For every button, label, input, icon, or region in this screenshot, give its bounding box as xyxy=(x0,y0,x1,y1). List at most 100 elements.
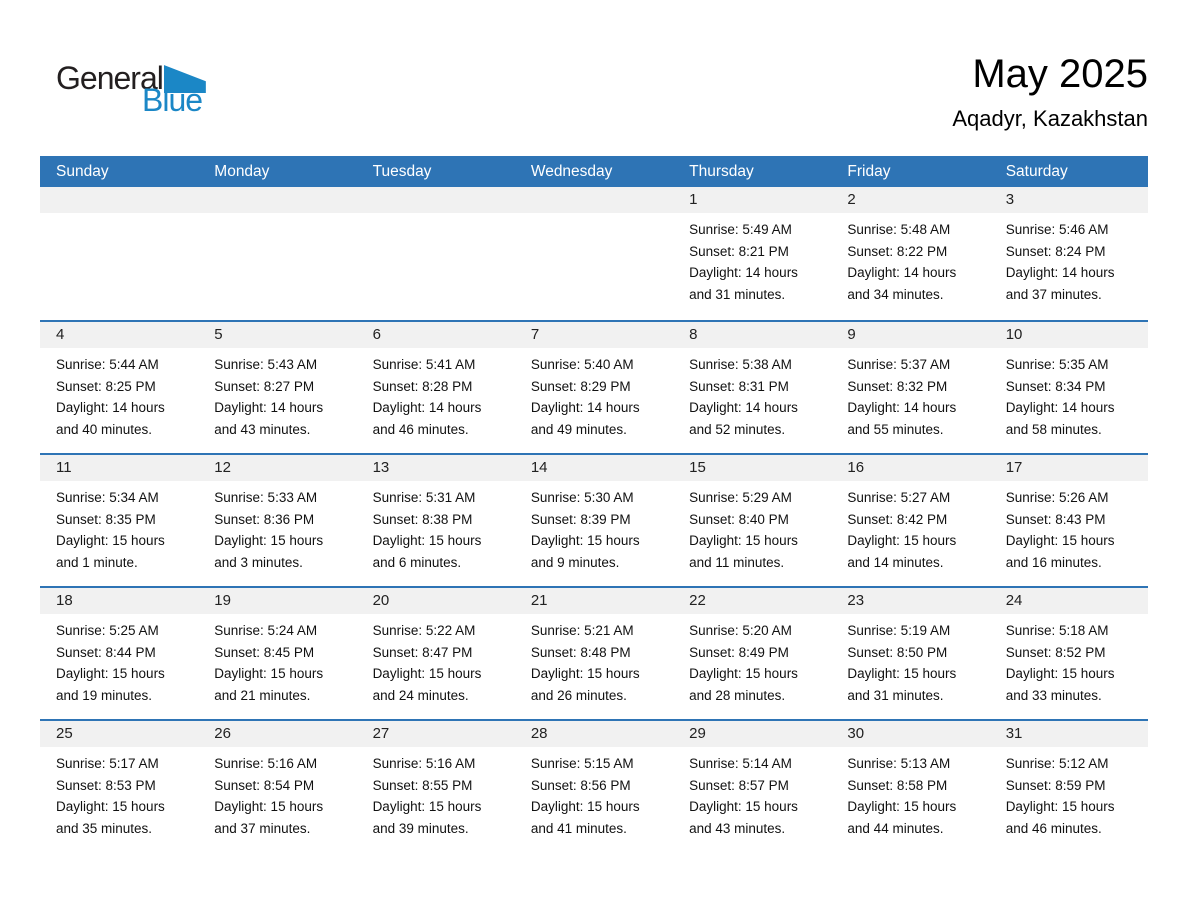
day-number: 1 xyxy=(673,187,832,213)
sunset-text: Sunset: 8:56 PM xyxy=(530,777,631,793)
day-number: 22 xyxy=(673,588,832,614)
daylight-text: Daylight: 15 hours and 31 minutes. xyxy=(847,666,957,703)
day-number: 15 xyxy=(673,455,832,481)
sunrise-text: Sunrise: 5:27 AM xyxy=(847,490,951,505)
calendar-day-cell: 13 Sunrise: 5:31 AM Sunset: 8:38 PM Dayl… xyxy=(356,455,515,586)
sunset-text: Sunset: 8:50 PM xyxy=(847,644,948,660)
calendar-week-row: 4 Sunrise: 5:44 AM Sunset: 8:25 PM Dayli… xyxy=(40,320,1148,453)
sunset-text: Sunset: 8:31 PM xyxy=(689,378,789,394)
sunrise-text: Sunrise: 5:40 AM xyxy=(530,357,634,372)
day-number xyxy=(514,187,674,213)
daylight-text: Daylight: 15 hours and 43 minutes. xyxy=(689,799,798,836)
sunrise-text: Sunrise: 5:12 AM xyxy=(1005,756,1109,771)
sunset-text: Sunset: 8:44 PM xyxy=(56,644,156,660)
sunset-text: Sunset: 8:58 PM xyxy=(847,777,948,793)
day-number: 17 xyxy=(989,455,1148,481)
calendar-day-cell: 12 Sunrise: 5:33 AM Sunset: 8:36 PM Dayl… xyxy=(198,455,357,586)
day-number: 27 xyxy=(356,721,515,747)
sunset-text: Sunset: 8:24 PM xyxy=(1005,243,1106,259)
day-number: 6 xyxy=(356,322,515,348)
page-title: May 2025 xyxy=(972,52,1148,96)
sunrise-text: Sunrise: 5:19 AM xyxy=(847,623,951,638)
sunset-text: Sunset: 8:55 PM xyxy=(372,777,473,793)
calendar-day-cell: 5 Sunrise: 5:43 AM Sunset: 8:27 PM Dayli… xyxy=(198,322,357,453)
calendar-day-cell: 14 Sunrise: 5:30 AM Sunset: 8:39 PM Dayl… xyxy=(514,455,674,586)
sunset-text: Sunset: 8:25 PM xyxy=(56,378,156,394)
calendar-grid: 1 Sunrise: 5:49 AM Sunset: 8:21 PM Dayli… xyxy=(40,187,1148,852)
sunset-text: Sunset: 8:59 PM xyxy=(1005,777,1106,793)
calendar-day-cell: 10 Sunrise: 5:35 AM Sunset: 8:34 PM Dayl… xyxy=(989,322,1148,453)
sunset-text: Sunset: 8:32 PM xyxy=(847,378,948,394)
day-number: 13 xyxy=(356,455,515,481)
calendar-week-row: 18 Sunrise: 5:25 AM Sunset: 8:44 PM Dayl… xyxy=(40,586,1148,719)
weekday-header-sunday: Sunday xyxy=(56,163,109,180)
calendar-week-row: 1 Sunrise: 5:49 AM Sunset: 8:21 PM Dayli… xyxy=(40,187,1148,320)
sunset-text: Sunset: 8:42 PM xyxy=(847,511,948,527)
sunset-text: Sunset: 8:43 PM xyxy=(1005,511,1106,527)
daylight-text: Daylight: 14 hours and 37 minutes. xyxy=(1005,265,1115,302)
calendar-day-cell: 19 Sunrise: 5:24 AM Sunset: 8:45 PM Dayl… xyxy=(198,588,357,719)
sunrise-text: Sunrise: 5:20 AM xyxy=(689,623,792,638)
sunrise-text: Sunrise: 5:13 AM xyxy=(847,756,951,771)
day-number: 11 xyxy=(40,455,199,481)
weekday-header-thursday: Thursday xyxy=(689,163,754,180)
day-number: 28 xyxy=(514,721,674,747)
calendar-day-cell: 22 Sunrise: 5:20 AM Sunset: 8:49 PM Dayl… xyxy=(673,588,832,719)
calendar-day-cell: 31 Sunrise: 5:12 AM Sunset: 8:59 PM Dayl… xyxy=(989,721,1148,852)
calendar-day-cell: 18 Sunrise: 5:25 AM Sunset: 8:44 PM Dayl… xyxy=(40,588,199,719)
page-header: General Blue May 2025 Aqadyr, Kazakhstan xyxy=(0,0,1188,150)
daylight-text: Daylight: 14 hours and 46 minutes. xyxy=(372,400,482,437)
day-number: 25 xyxy=(40,721,199,747)
sunrise-text: Sunrise: 5:48 AM xyxy=(847,222,951,237)
daylight-text: Daylight: 15 hours and 14 minutes. xyxy=(847,533,957,570)
daylight-text: Daylight: 15 hours and 28 minutes. xyxy=(689,666,798,703)
sunrise-text: Sunrise: 5:18 AM xyxy=(1005,623,1109,638)
day-number: 8 xyxy=(673,322,832,348)
sunset-text: Sunset: 8:38 PM xyxy=(372,511,473,527)
calendar-day-cell: 11 Sunrise: 5:34 AM Sunset: 8:35 PM Dayl… xyxy=(40,455,199,586)
day-number: 12 xyxy=(198,455,357,481)
sunset-text: Sunset: 8:28 PM xyxy=(372,378,473,394)
day-number: 14 xyxy=(514,455,674,481)
sunrise-text: Sunrise: 5:38 AM xyxy=(689,357,792,372)
sunset-text: Sunset: 8:34 PM xyxy=(1005,378,1106,394)
calendar-day-cell xyxy=(40,187,199,320)
calendar-day-cell: 29 Sunrise: 5:14 AM Sunset: 8:57 PM Dayl… xyxy=(673,721,832,852)
daylight-text: Daylight: 15 hours and 3 minutes. xyxy=(214,533,324,570)
day-number: 2 xyxy=(831,187,990,213)
calendar-day-cell: 2 Sunrise: 5:48 AM Sunset: 8:22 PM Dayli… xyxy=(831,187,990,320)
sunrise-text: Sunrise: 5:15 AM xyxy=(530,756,634,771)
sunset-text: Sunset: 8:52 PM xyxy=(1005,644,1106,660)
calendar-day-cell: 16 Sunrise: 5:27 AM Sunset: 8:42 PM Dayl… xyxy=(831,455,990,586)
daylight-text: Daylight: 14 hours and 52 minutes. xyxy=(689,400,798,437)
day-number: 16 xyxy=(831,455,990,481)
day-number xyxy=(198,187,357,213)
day-number: 5 xyxy=(198,322,357,348)
day-number: 26 xyxy=(198,721,357,747)
day-number: 3 xyxy=(989,187,1148,213)
calendar-day-cell xyxy=(356,187,515,320)
sunrise-text: Sunrise: 5:14 AM xyxy=(689,756,792,771)
sunset-text: Sunset: 8:36 PM xyxy=(214,511,315,527)
general-blue-logo: General Blue xyxy=(56,62,206,116)
sunrise-text: Sunrise: 5:24 AM xyxy=(214,623,318,638)
sunrise-text: Sunrise: 5:31 AM xyxy=(372,490,476,505)
sunset-text: Sunset: 8:27 PM xyxy=(214,378,315,394)
day-number: 30 xyxy=(831,721,990,747)
day-number: 10 xyxy=(989,322,1148,348)
daylight-text: Daylight: 15 hours and 33 minutes. xyxy=(1005,666,1115,703)
daylight-text: Daylight: 15 hours and 24 minutes. xyxy=(372,666,482,703)
day-number: 23 xyxy=(831,588,990,614)
sunrise-text: Sunrise: 5:30 AM xyxy=(530,490,634,505)
calendar-day-cell: 30 Sunrise: 5:13 AM Sunset: 8:58 PM Dayl… xyxy=(831,721,990,852)
sunrise-text: Sunrise: 5:44 AM xyxy=(56,357,159,372)
daylight-text: Daylight: 14 hours and 34 minutes. xyxy=(847,265,957,302)
sunrise-text: Sunrise: 5:43 AM xyxy=(214,357,318,372)
calendar-day-cell: 8 Sunrise: 5:38 AM Sunset: 8:31 PM Dayli… xyxy=(673,322,832,453)
sunset-text: Sunset: 8:29 PM xyxy=(530,378,631,394)
location-subtitle: Aqadyr, Kazakhstan xyxy=(952,106,1148,131)
day-number: 24 xyxy=(989,588,1148,614)
weekday-header-row: Sunday Monday Tuesday Wednesday Thursday… xyxy=(40,156,1148,187)
calendar-day-cell: 15 Sunrise: 5:29 AM Sunset: 8:40 PM Dayl… xyxy=(673,455,832,586)
sunrise-text: Sunrise: 5:49 AM xyxy=(689,222,792,237)
